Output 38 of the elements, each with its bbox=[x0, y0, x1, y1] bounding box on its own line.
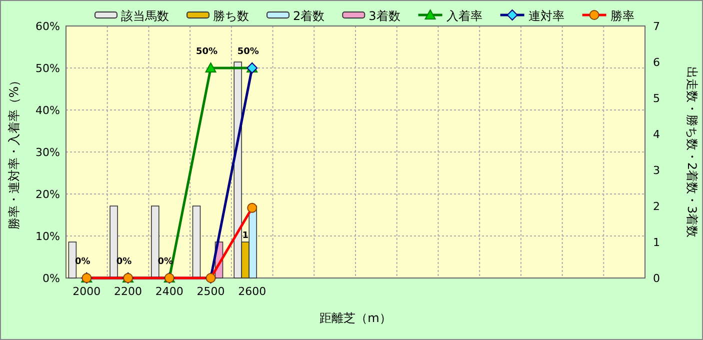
legend-label: 勝ち数 bbox=[213, 9, 249, 23]
legend-label: 2着数 bbox=[293, 9, 325, 23]
y2-tick-label: 6 bbox=[653, 56, 660, 69]
y-tick-label: 50% bbox=[36, 62, 60, 75]
legend-label: 入着率 bbox=[446, 9, 482, 23]
y2-tick-label: 7 bbox=[653, 20, 660, 33]
point bbox=[205, 62, 216, 72]
bar bbox=[68, 242, 77, 278]
y-tick-label: 60% bbox=[36, 20, 60, 33]
data-label: 50% bbox=[237, 47, 259, 57]
data-label: 1 bbox=[242, 231, 248, 241]
y-tick-label: 20% bbox=[36, 188, 60, 201]
data-label: 50% bbox=[196, 47, 218, 57]
y2-tick-label: 2 bbox=[653, 200, 660, 213]
y-tick-label: 30% bbox=[36, 146, 60, 159]
bar bbox=[150, 206, 160, 278]
y-axis-title: 勝率・連対率・入着率（%） bbox=[7, 74, 21, 230]
x-tick-label: 2500 bbox=[196, 285, 225, 298]
y2-axis-title: 出走数・勝ち数・2着数・3着数 bbox=[685, 66, 699, 238]
x-tick-label: 2400 bbox=[155, 285, 184, 298]
y-tick-label: 10% bbox=[36, 230, 60, 243]
y2-tick-label: 0 bbox=[653, 272, 660, 285]
y2-tick-label: 4 bbox=[653, 128, 660, 141]
y2-tick-label: 1 bbox=[653, 236, 660, 249]
bar bbox=[192, 206, 201, 278]
y-tick-label: 0% bbox=[42, 272, 60, 285]
x-tick-label: 2200 bbox=[114, 285, 142, 298]
legend-label: 連対率 bbox=[528, 9, 564, 23]
legend-label: 該当馬数 bbox=[121, 9, 169, 23]
bar bbox=[110, 206, 118, 278]
legend-label: 勝率 bbox=[610, 9, 634, 23]
x-axis-title: 距離芝（m） bbox=[320, 311, 392, 325]
y2-tick-label: 3 bbox=[653, 164, 660, 177]
y2-tick-label: 5 bbox=[653, 92, 660, 105]
legend-label: 3着数 bbox=[368, 9, 400, 23]
x-tick-label: 2600 bbox=[238, 285, 266, 298]
y-tick-label: 40% bbox=[36, 104, 60, 117]
x-tick-label: 2000 bbox=[72, 285, 101, 298]
